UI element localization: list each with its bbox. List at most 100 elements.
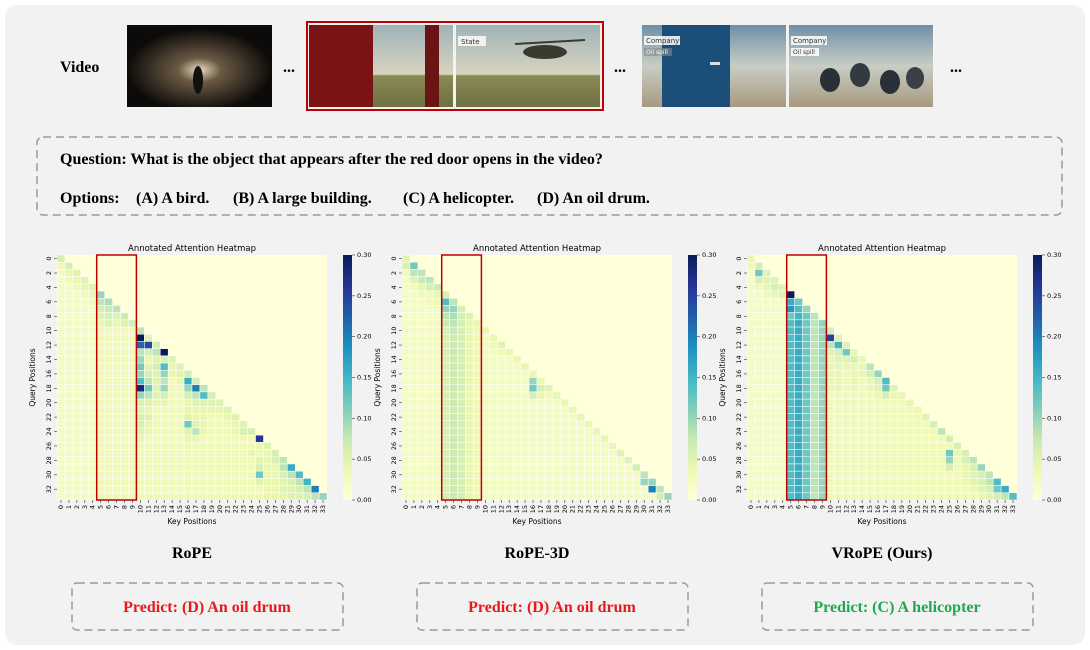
cell — [873, 391, 883, 400]
cell — [112, 427, 121, 436]
cell — [802, 334, 811, 342]
cell — [818, 463, 827, 472]
prediction-box — [761, 582, 1034, 631]
cell — [536, 492, 546, 501]
cell — [969, 470, 978, 479]
cell — [849, 434, 859, 443]
cell — [223, 413, 232, 421]
cell — [770, 442, 780, 450]
cell — [112, 370, 121, 378]
x-tick-label: 23 — [240, 505, 248, 513]
cell — [207, 478, 217, 486]
cell — [144, 355, 153, 364]
cell — [802, 384, 811, 393]
cell — [520, 398, 530, 407]
x-tick-label: 31 — [993, 505, 1001, 513]
cell — [857, 427, 867, 436]
cell — [175, 470, 185, 479]
cell — [865, 398, 875, 407]
cell — [104, 478, 113, 486]
cell — [104, 326, 113, 335]
cell — [80, 478, 90, 486]
cell — [616, 463, 625, 472]
cell — [897, 406, 907, 414]
cell — [465, 384, 474, 393]
cell — [191, 470, 201, 479]
colorbar-tick-label: 0.15 — [357, 374, 371, 382]
cell — [834, 391, 843, 400]
cell — [754, 341, 764, 349]
cell — [489, 485, 498, 494]
cell — [552, 413, 562, 421]
cell — [921, 442, 930, 450]
cell — [457, 355, 466, 364]
cell — [786, 305, 795, 313]
cell — [889, 427, 899, 436]
x-tick-label: 1 — [755, 505, 763, 509]
x-tick-label: 12 — [152, 505, 160, 513]
cell — [786, 442, 795, 450]
cell — [88, 377, 97, 385]
cell — [778, 283, 787, 292]
cell — [223, 449, 232, 458]
cell — [409, 420, 419, 429]
cell — [167, 485, 177, 494]
cell — [207, 420, 217, 429]
cell — [104, 341, 113, 349]
cell — [433, 319, 442, 328]
cell — [441, 391, 450, 400]
cell — [88, 492, 97, 501]
cell — [401, 478, 411, 486]
cell — [167, 478, 177, 486]
cell — [497, 377, 506, 385]
cell — [778, 420, 787, 429]
cell — [770, 319, 780, 328]
cell — [794, 391, 803, 400]
cell — [818, 370, 827, 378]
cell — [762, 326, 772, 335]
cell — [584, 434, 593, 443]
cell — [72, 370, 82, 378]
cell — [183, 370, 193, 378]
cell — [417, 341, 427, 349]
cell — [183, 478, 193, 486]
cell — [762, 348, 772, 357]
cell — [512, 470, 522, 479]
cell — [96, 449, 105, 458]
cell — [497, 348, 506, 357]
cell — [80, 334, 90, 342]
cell — [786, 478, 795, 486]
cell — [104, 463, 113, 472]
cell — [857, 384, 867, 393]
cell — [199, 478, 209, 486]
cell — [834, 377, 843, 385]
cell — [271, 485, 280, 494]
cell — [231, 485, 240, 494]
cell — [120, 355, 129, 364]
cell — [481, 427, 490, 436]
cell — [1000, 485, 1010, 494]
cell — [984, 470, 994, 479]
cell — [120, 377, 129, 385]
cell — [802, 319, 811, 328]
cell — [639, 470, 649, 479]
cell — [520, 384, 530, 393]
cell — [409, 341, 419, 349]
chart-title: Annotated Attention Heatmap — [818, 244, 946, 254]
cell — [512, 478, 522, 486]
cell — [56, 442, 66, 450]
cell — [175, 391, 185, 400]
cell — [794, 463, 803, 472]
cell — [128, 362, 137, 371]
cell — [247, 463, 256, 472]
x-tick-label: 31 — [303, 505, 311, 513]
cell — [465, 362, 474, 371]
colorbar — [688, 255, 697, 500]
cell — [159, 427, 169, 436]
y-tick-label: 6 — [45, 300, 53, 304]
cell — [191, 427, 201, 436]
cell — [481, 406, 490, 414]
cell — [889, 478, 899, 486]
cell — [746, 269, 756, 277]
cell — [88, 348, 97, 357]
